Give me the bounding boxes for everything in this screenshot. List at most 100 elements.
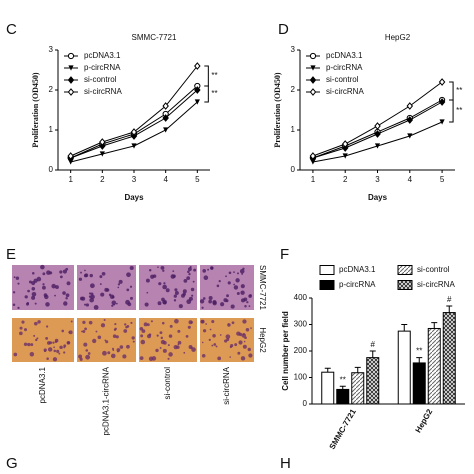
legend-marker [310, 65, 316, 71]
cell-dot [177, 343, 180, 346]
cell-dot [12, 303, 16, 307]
cell-dot [242, 319, 247, 324]
point [310, 159, 316, 165]
legend-label: si-circRNA [84, 87, 122, 96]
cell-dot [167, 357, 170, 360]
y-tick-label: 3 [49, 45, 54, 54]
panel-label: F [280, 246, 289, 263]
cell-dot [212, 334, 216, 338]
cell-dot [101, 271, 106, 276]
cell-dot [78, 277, 83, 281]
cell-dot [100, 323, 106, 328]
cell-dot [187, 325, 191, 329]
cell-dot [168, 352, 173, 357]
cell-dot [199, 299, 205, 304]
cell-dot [117, 283, 121, 286]
point [438, 78, 446, 86]
legend-label: pcDNA3.1 [326, 51, 363, 60]
cell-dot [103, 319, 106, 322]
cell-dot [126, 288, 130, 292]
cell-dot [191, 294, 194, 297]
row-label: SMMC-7721 [258, 265, 267, 310]
cell-dot [93, 305, 99, 310]
x-axis-label: Days [368, 193, 388, 202]
legend-swatch [319, 265, 335, 275]
chart-title: SMMC-7721 [132, 33, 177, 42]
cell-dot [208, 299, 213, 304]
legend-swatch [319, 280, 335, 290]
cell-dot [139, 326, 144, 331]
cell-dot [21, 320, 25, 324]
cell-dot [29, 352, 35, 357]
cell-dot [122, 354, 127, 359]
cell-dot [237, 351, 241, 355]
y-tick-label: 2 [49, 85, 54, 94]
cell-dot [140, 339, 146, 345]
cell-dot [210, 266, 214, 270]
cell-dot [239, 269, 245, 274]
cell-dot [177, 329, 181, 333]
cell-dot [240, 284, 245, 289]
legend-swatch [397, 280, 413, 290]
error-bar [446, 305, 453, 313]
cell-dot [144, 302, 149, 307]
cell-dot [53, 349, 57, 353]
cell-dot [163, 282, 166, 285]
point [162, 114, 169, 122]
cell-dot [185, 334, 189, 338]
cell-dot [88, 320, 93, 325]
bar [336, 388, 350, 405]
cell-dot [243, 333, 246, 336]
cell-dot [236, 292, 240, 296]
cell-dot [55, 285, 59, 289]
y-tick-label: 2 [291, 85, 296, 94]
legend-label: si-control [326, 75, 359, 84]
cell-dot [234, 343, 238, 347]
cell-dot [124, 323, 127, 326]
cell-dot [241, 273, 244, 275]
point [406, 116, 414, 124]
cell-dot [31, 271, 35, 275]
cell-dot [102, 350, 107, 356]
cell-dot [35, 338, 38, 342]
cell-dot [242, 267, 245, 270]
cell-dot [173, 299, 177, 302]
micrograph [200, 265, 254, 310]
cell-dot [202, 297, 206, 300]
cell-dot [43, 349, 47, 353]
legend-label: si-circRNA [417, 280, 455, 289]
cell-dot [174, 288, 178, 292]
cell-dot [139, 356, 144, 360]
y-tick-label: 1 [291, 125, 296, 134]
error-bar [354, 366, 361, 373]
cell-dot [227, 323, 231, 327]
cell-dot [89, 283, 95, 289]
legend-label: si-control [417, 265, 450, 274]
cell-dot [157, 266, 159, 268]
cell-dot [158, 282, 162, 286]
cell-dot [148, 356, 154, 361]
cell-dot [188, 272, 191, 276]
cell-dot [31, 287, 36, 291]
cell-dot [162, 269, 165, 272]
cell-dot [173, 345, 178, 350]
cell-dot [13, 276, 16, 279]
cell-dot [40, 264, 45, 270]
cell-dot [182, 289, 187, 294]
cell-dot [173, 294, 177, 298]
y-axis-label: Proliferation (OD450) [31, 72, 40, 148]
cell-dot [202, 329, 207, 333]
cell-dot [192, 280, 195, 283]
cell-dot [81, 296, 86, 301]
cell-dot [235, 278, 240, 283]
cell-dot [155, 348, 159, 353]
cell-dot [148, 268, 152, 272]
cell-dot [52, 341, 55, 344]
cell-dot [59, 345, 63, 350]
cell-dot [24, 295, 28, 299]
cell-dot [116, 348, 121, 352]
cell-dot [111, 300, 117, 306]
significance-label: ** [211, 71, 217, 80]
cell-dot [211, 344, 214, 347]
point [163, 127, 169, 133]
